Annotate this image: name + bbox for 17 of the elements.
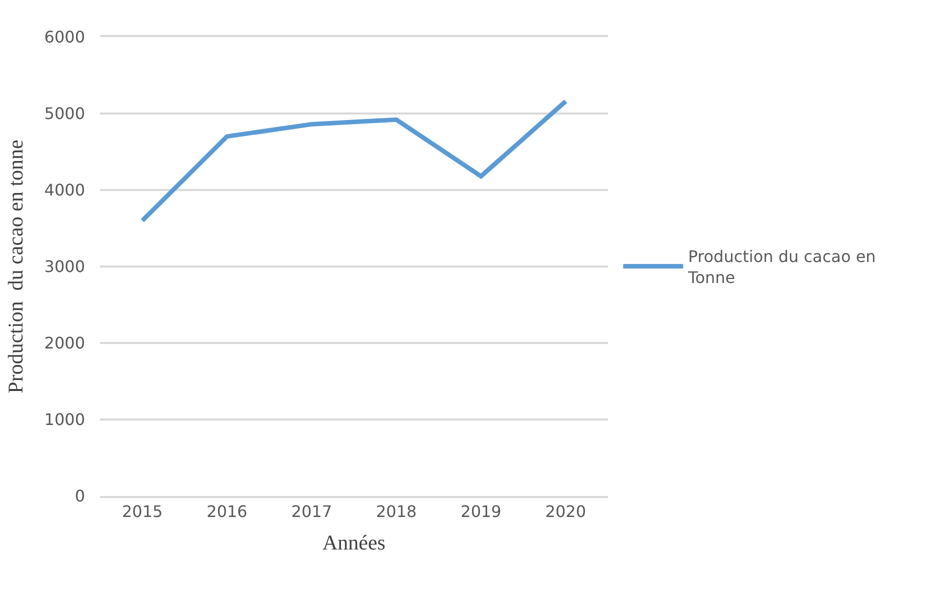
x-tick-label: 2020 xyxy=(545,502,586,521)
x-tick-label: 2018 xyxy=(376,502,417,521)
x-tick-label: 2017 xyxy=(291,502,332,521)
y-tick-label: 4000 xyxy=(44,180,85,200)
line-series xyxy=(140,99,568,223)
x-tick-label: 2015 xyxy=(122,502,163,521)
x-tick-label: 2016 xyxy=(206,502,248,521)
y-tick-label: 0 xyxy=(74,486,85,506)
y-tick-label: 6000 xyxy=(44,28,85,47)
y-tick-label: 1000 xyxy=(44,410,85,430)
legend-label: Production du cacao en Tonne xyxy=(687,247,876,287)
y-axis-title: Production du cacao en tonne xyxy=(3,140,28,394)
x-tick-label: 2019 xyxy=(460,502,502,521)
y-tick-label: 5000 xyxy=(44,104,85,124)
x-axis-title: Années xyxy=(322,530,386,555)
y-tick-label: 3000 xyxy=(44,257,85,276)
y-tick-label: 2000 xyxy=(44,334,85,353)
